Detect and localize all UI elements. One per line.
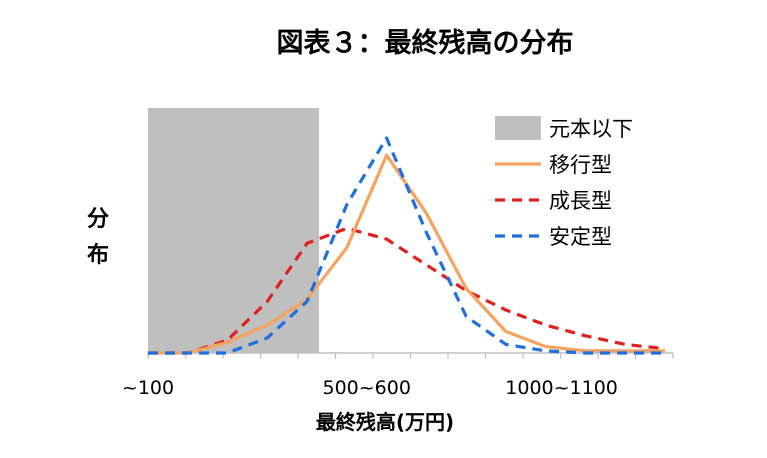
series-line-2	[148, 226, 666, 355]
x-tick-labels: ~100 500~600 1000~1100	[122, 377, 618, 399]
chart-title: 図表３：最終残高の分布	[277, 27, 574, 59]
series-lines	[148, 136, 666, 355]
legend-swatch	[495, 116, 541, 140]
legend-label: 成長型	[549, 189, 612, 213]
legend-label: 移行型	[549, 153, 612, 177]
x-axis-ticks	[147, 353, 674, 359]
legend-label: 安定型	[549, 225, 612, 249]
x-tick-label: ~100	[122, 377, 174, 399]
legend-label: 元本以下	[549, 117, 633, 141]
x-tick-label: 500~600	[323, 377, 411, 399]
x-tick-label: 1000~1100	[505, 377, 618, 399]
y-axis-label: 分布	[87, 207, 109, 268]
shaded-region-below-principal	[148, 108, 320, 353]
series-line-3	[148, 136, 665, 355]
x-axis-label: 最終残高(万円)	[316, 410, 454, 434]
